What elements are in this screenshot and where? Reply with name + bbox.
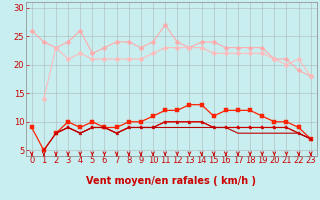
X-axis label: Vent moyen/en rafales ( km/h ): Vent moyen/en rafales ( km/h ): [86, 176, 256, 186]
